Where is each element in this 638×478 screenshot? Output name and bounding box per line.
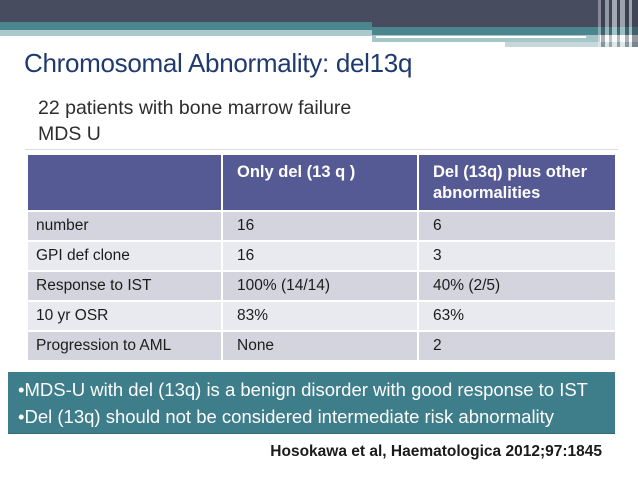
table-header-only-del: Only del (13 q ) <box>223 155 417 210</box>
header-stripe-white-line <box>376 36 586 38</box>
table-row-label: Progression to AML <box>28 332 221 360</box>
table-cell: 2 <box>419 332 615 360</box>
header-band-dark-right <box>372 0 638 27</box>
table-row-label: Response to IST <box>28 272 221 300</box>
slide-title: Chromosomal Abnormality: del13q <box>24 48 413 78</box>
results-table: Only del (13 q ) Del (13q) plus other ab… <box>28 155 615 360</box>
conclusion-line-2: •Del (13q) should not be considered inte… <box>18 406 555 427</box>
corner-stripe-decoration <box>598 0 638 50</box>
table-cell: None <box>223 332 417 360</box>
table-row-label: GPI def clone <box>28 242 221 270</box>
subtitle-line-1: 22 patients with bone marrow failure <box>38 97 352 119</box>
table-cell: 6 <box>419 212 615 240</box>
header-stripe-teal-left <box>0 22 372 30</box>
table-cell: 100% (14/14) <box>223 272 417 300</box>
subtitle-line-2: MDS U <box>38 123 101 145</box>
table-cell: 63% <box>419 302 615 330</box>
header-stripe-teal-right <box>372 27 638 35</box>
header-stripe-pale-step <box>505 42 638 47</box>
table-header-empty <box>28 155 221 210</box>
header-stripe-pale-right <box>372 35 600 42</box>
table-header-plus-other: Del (13q) plus other abnormalities <box>419 155 615 210</box>
conclusion-banner: •MDS-U with del (13q) is a benign disord… <box>8 372 615 434</box>
conclusion-line-1: •MDS-U with del (13q) is a benign disord… <box>18 379 588 400</box>
table-cell: 16 <box>223 212 417 240</box>
citation-text: Hosokawa et al, Haematologica 2012;97:18… <box>270 443 602 460</box>
table-row-label: number <box>28 212 221 240</box>
table-cell: 16 <box>223 242 417 270</box>
table-cell: 3 <box>419 242 615 270</box>
header-stripe-pale-left <box>0 30 372 36</box>
table-cell: 83% <box>223 302 417 330</box>
placeholder-divider-line <box>25 149 618 150</box>
slide-subtitle: 22 patients with bone marrow failure MDS… <box>38 95 598 147</box>
table-cell: 40% (2/5) <box>419 272 615 300</box>
table-row-label: 10 yr OSR <box>28 302 221 330</box>
